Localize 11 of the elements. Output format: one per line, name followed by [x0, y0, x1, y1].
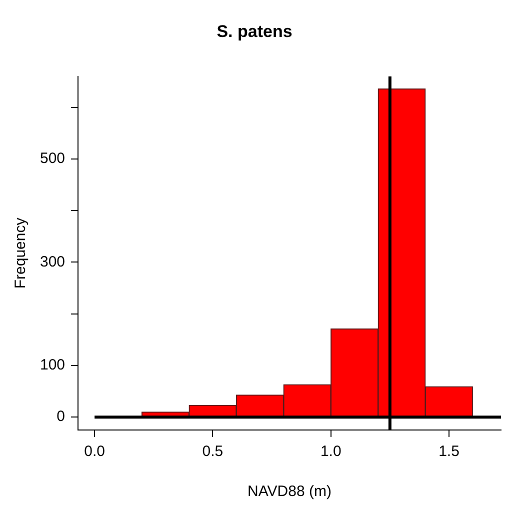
chart-title: S. patens — [216, 22, 292, 41]
x-axis-title: NAVD88 (m) — [248, 483, 332, 500]
y-tick-label: 0 — [56, 408, 66, 426]
x-tick-label: 0.0 — [84, 443, 105, 460]
x-tick-label: 1.0 — [320, 443, 342, 460]
y-axis-title: Frequency — [12, 217, 30, 289]
y-tick-label: 100 — [40, 356, 66, 374]
y-tick-label: 300 — [40, 253, 66, 270]
y-tick-label: 500 — [40, 150, 66, 168]
x-tick-label: 1.5 — [438, 443, 460, 460]
x-tick-label: 0.5 — [202, 443, 224, 460]
